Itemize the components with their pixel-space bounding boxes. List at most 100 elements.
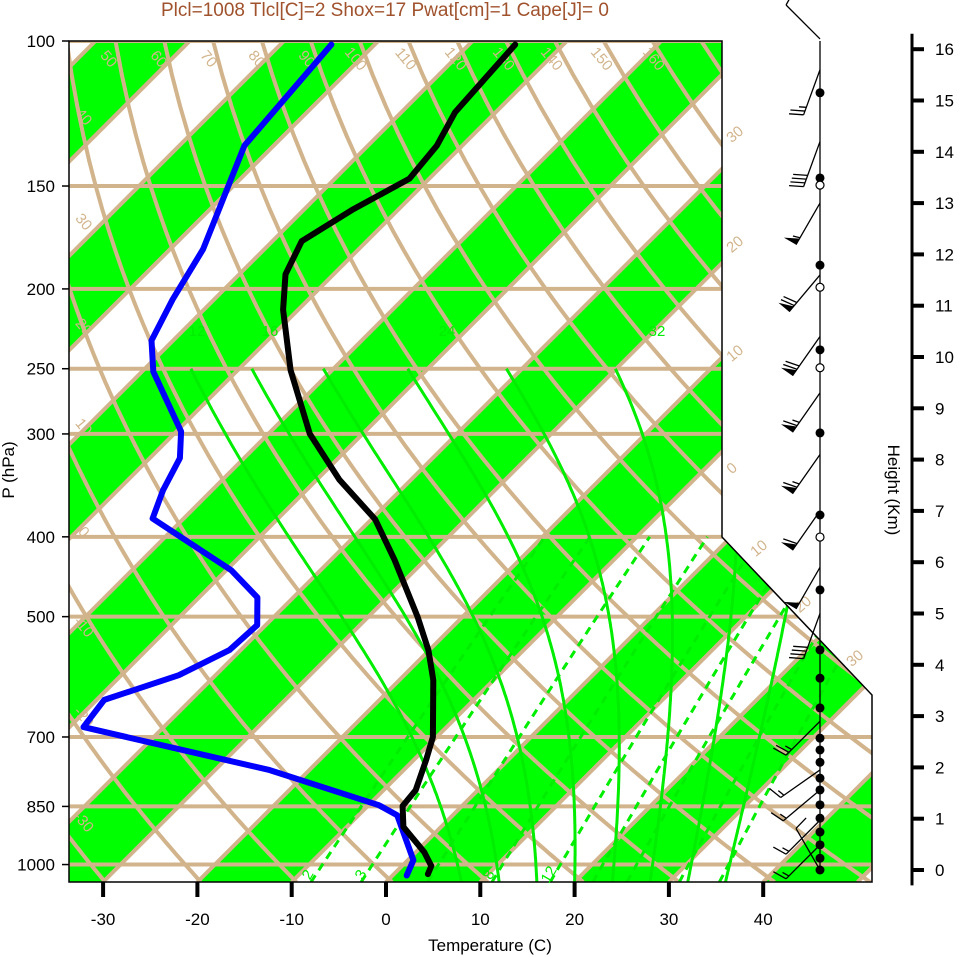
wind-barb — [773, 720, 821, 756]
wind-barb-full — [793, 173, 808, 177]
wind-barb-full — [773, 747, 787, 756]
wind-barb-shaft — [791, 336, 821, 377]
wind-barb-full — [775, 744, 790, 753]
pressure-tick-label: 250 — [27, 360, 55, 379]
moist-adiabat-line — [614, 368, 674, 882]
filled-level-dot — [815, 800, 825, 810]
isotherm-band — [952, 41, 961, 882]
right-grid-label: 0 — [723, 459, 740, 477]
wind-barb-shaft — [785, 844, 821, 880]
dry-adiabat-line — [69, 41, 298, 882]
wind-barb — [789, 141, 821, 188]
isotherm-line — [856, 41, 872, 882]
isotherm-band — [69, 41, 567, 882]
wind-barb-full — [790, 181, 805, 184]
wind-barb-full — [790, 109, 805, 112]
isotherm-line — [667, 41, 872, 882]
mixing-ratio-line — [359, 535, 592, 882]
wind-barb-full — [783, 295, 798, 304]
moist-adiabat-label: 16 — [262, 323, 279, 340]
filled-level-dot — [815, 733, 825, 743]
wind-barb-pennant — [781, 542, 797, 551]
height-tick-label: 8 — [935, 451, 944, 470]
open-level-dot — [815, 282, 825, 292]
filled-level-dot — [815, 865, 825, 875]
temperature-line — [280, 41, 519, 878]
height-tick-label: 2 — [935, 758, 944, 777]
dry-adiabat-line — [308, 41, 872, 882]
wind-barb — [773, 819, 821, 855]
moist-adiabat-line — [189, 368, 463, 882]
pressure-tick-label: 400 — [27, 528, 55, 547]
filled-level-dot — [815, 703, 825, 713]
isotherm-line — [952, 41, 961, 882]
wind-profile — [768, 0, 825, 880]
dry-adiabat-line — [406, 41, 872, 882]
temperature-tick-label: -30 — [91, 910, 116, 929]
wind-barb — [785, 0, 821, 40]
wind-barb-full — [793, 645, 808, 648]
wind-barb — [789, 69, 821, 116]
wind-barb-shaft — [795, 567, 821, 610]
isotherm-line — [69, 41, 569, 882]
wind-barb-half — [792, 480, 800, 485]
isotherm-line — [69, 41, 757, 882]
wind-barb — [795, 817, 821, 871]
wind-barb-full — [795, 817, 807, 829]
filled-level-dot — [815, 757, 825, 767]
filled-level-dot — [815, 773, 825, 783]
wind-barb-shaft — [795, 202, 821, 245]
wind-barb — [773, 844, 821, 880]
temperature-tick-label: -20 — [185, 910, 210, 929]
wind-barb — [770, 789, 821, 822]
wind-barb-full — [783, 481, 798, 488]
wind-barb — [781, 392, 821, 433]
right-grid-label: 20 — [723, 233, 747, 257]
height-tick-label: 11 — [935, 297, 953, 316]
x-axis-label: Temperature (C) — [428, 936, 552, 955]
wind-barb-full — [770, 812, 784, 822]
filled-level-dot — [815, 428, 825, 438]
wind-barb-pennant — [781, 367, 797, 376]
wind-barb-full — [785, 360, 800, 367]
wind-barb-half — [785, 745, 793, 751]
wind-barb-full — [790, 653, 805, 656]
wind-barb-full — [789, 113, 804, 116]
height-tick-label: 4 — [935, 656, 944, 675]
wind-barb-full — [780, 299, 795, 307]
filled-level-dot — [815, 827, 825, 837]
wind-barb-pennant — [783, 237, 800, 245]
wind-barb — [789, 613, 821, 660]
height-tick-label: 1 — [935, 810, 944, 829]
wind-barb-full — [773, 871, 787, 880]
wind-barb-pennant — [781, 424, 797, 433]
dry-adiabat-line — [357, 41, 872, 882]
filled-level-dot — [815, 745, 825, 755]
isotherm-line — [69, 41, 286, 882]
temperature-tick-label: -10 — [279, 910, 304, 929]
filled-level-dot — [815, 673, 825, 683]
mixing-ratio-line — [490, 535, 709, 882]
filled-level-dot — [815, 840, 825, 850]
wind-barb — [781, 510, 821, 551]
wind-barb — [781, 336, 821, 377]
filled-level-dot — [815, 345, 825, 355]
wind-barb-shaft — [782, 789, 821, 822]
filled-level-dot — [815, 88, 825, 98]
height-tick-label: 0 — [935, 861, 944, 880]
height-tick-label: 14 — [935, 143, 954, 162]
wind-barb-shaft — [785, 819, 821, 855]
wind-barb — [768, 769, 821, 799]
wind-barb-full — [791, 177, 807, 180]
moist-adiabat-line — [250, 367, 501, 882]
height-tick-label: 15 — [935, 92, 954, 111]
dewpoint-line — [80, 41, 417, 879]
wind-barb — [783, 567, 821, 610]
right-grid-label: 10 — [723, 342, 747, 366]
wind-barb — [783, 202, 821, 245]
moist-adiabat-label: 24 — [439, 323, 456, 340]
wind-barb-pennant — [778, 302, 794, 312]
